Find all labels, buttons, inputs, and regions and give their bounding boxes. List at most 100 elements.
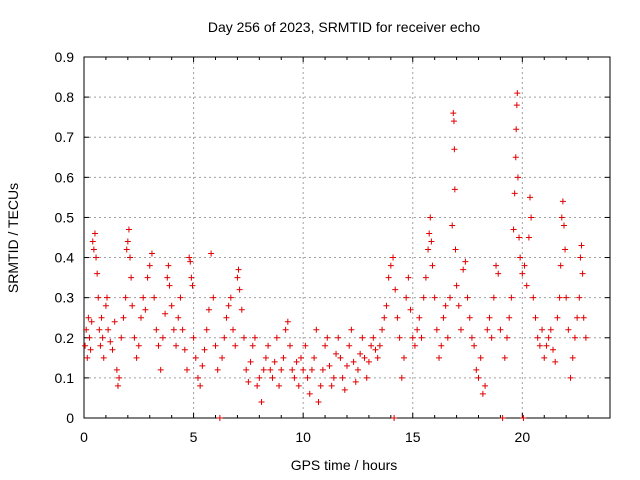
data-point <box>477 354 484 361</box>
data-point <box>337 354 344 361</box>
data-point <box>486 314 493 321</box>
data-point <box>317 382 324 389</box>
data-point <box>579 270 586 277</box>
data-point <box>151 294 158 301</box>
data-point <box>85 314 92 321</box>
data-point <box>574 314 581 321</box>
data-point <box>159 334 166 341</box>
y-tick-labels: 0 0.1 0.2 0.3 0.4 0.5 0.6 0.7 0.8 0.9 <box>55 49 75 426</box>
data-point <box>326 362 333 369</box>
data-point <box>249 342 256 349</box>
data-point <box>363 374 370 381</box>
data-point <box>276 382 283 389</box>
data-point <box>545 334 552 341</box>
data-point <box>457 326 464 333</box>
data-point <box>372 346 379 353</box>
data-point <box>166 282 173 289</box>
data-point <box>179 326 186 333</box>
data-point <box>398 374 405 381</box>
y-tick-label: 0 <box>66 410 74 426</box>
data-point <box>99 334 106 341</box>
data-point <box>411 342 418 349</box>
data-point <box>186 254 193 261</box>
data-point <box>416 314 423 321</box>
data-point <box>212 342 219 349</box>
data-point <box>102 302 109 309</box>
data-point <box>565 326 572 333</box>
data-point <box>514 90 521 97</box>
data-point <box>271 358 278 365</box>
x-tick-label: 0 <box>80 429 88 445</box>
data-point <box>354 366 361 373</box>
data-point <box>324 334 331 341</box>
data-point <box>471 342 478 349</box>
data-point <box>227 294 234 301</box>
data-point <box>582 334 589 341</box>
axis-ticks <box>83 56 610 419</box>
data-point <box>436 354 443 361</box>
data-point <box>86 334 93 341</box>
data-point <box>262 354 269 361</box>
data-point <box>230 326 237 333</box>
data-point <box>409 334 416 341</box>
y-tick-label: 0.5 <box>55 209 75 225</box>
data-point <box>450 110 457 117</box>
data-point <box>256 374 263 381</box>
data-point <box>173 342 180 349</box>
data-point <box>559 198 566 205</box>
data-point <box>124 238 131 245</box>
data-point <box>142 306 149 313</box>
data-point <box>146 262 153 269</box>
data-point <box>335 334 342 341</box>
data-point <box>243 366 250 373</box>
data-point <box>304 374 311 381</box>
data-point <box>517 254 524 261</box>
data-point <box>177 294 184 301</box>
data-point <box>569 354 576 361</box>
data-point <box>359 334 366 341</box>
data-point <box>234 274 241 281</box>
y-tick-label: 0.4 <box>55 250 75 266</box>
data-point <box>216 415 223 421</box>
data-point <box>433 326 440 333</box>
data-point <box>109 346 116 353</box>
data-point <box>93 254 100 261</box>
data-point <box>190 334 197 341</box>
data-point <box>205 306 212 313</box>
data-point <box>560 222 567 229</box>
data-point <box>287 342 294 349</box>
data-point <box>189 282 196 289</box>
data-point <box>479 390 486 397</box>
data-point <box>525 234 532 241</box>
data-point <box>83 326 90 333</box>
data-point <box>352 378 359 385</box>
data-point <box>365 358 372 365</box>
data-point <box>512 154 519 161</box>
data-point <box>513 102 520 109</box>
data-point <box>251 334 258 341</box>
data-point <box>107 338 114 345</box>
chart-title: Day 256 of 2023, SRMTID for receiver ech… <box>208 19 481 35</box>
data-point <box>514 174 521 181</box>
data-point <box>577 254 584 261</box>
data-point <box>387 262 394 269</box>
data-point <box>188 274 195 281</box>
data-point <box>438 342 445 349</box>
data-point <box>451 146 458 153</box>
data-point <box>289 366 296 373</box>
data-point <box>383 302 390 309</box>
data-point <box>91 230 98 237</box>
data-point <box>468 334 475 341</box>
data-point <box>95 294 102 301</box>
data-point <box>506 314 513 321</box>
data-point <box>260 366 267 373</box>
data-point <box>400 354 407 361</box>
data-point <box>280 354 287 361</box>
data-point <box>466 314 473 321</box>
data-point <box>558 214 565 221</box>
data-point <box>422 274 429 281</box>
data-point <box>391 415 398 421</box>
y-tick-label: 0.1 <box>55 370 75 386</box>
data-point <box>328 382 335 389</box>
data-point <box>164 274 171 281</box>
